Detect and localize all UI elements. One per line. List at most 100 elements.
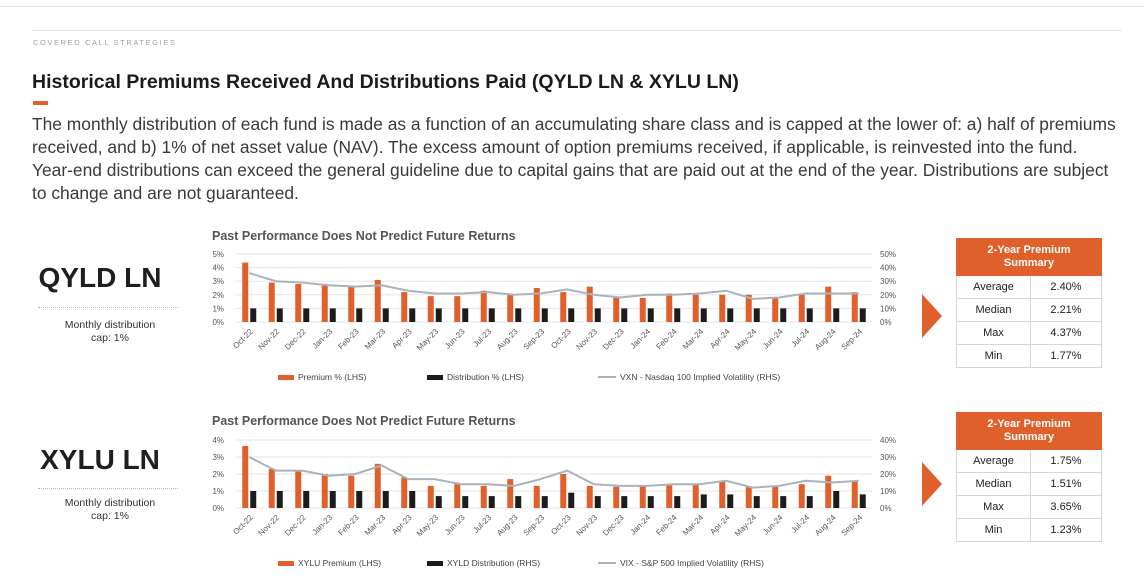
- xylu-distribution-bar: [568, 492, 575, 508]
- xylu-x-tick-label: Jan-24: [628, 513, 652, 537]
- xylu-x-tick-label: Oct-23: [549, 513, 573, 537]
- qyld-x-tick-label: Aug-24: [813, 327, 838, 352]
- qyld-premium-bar: [401, 292, 408, 322]
- xylu-right-tick-label: 30%: [880, 453, 896, 462]
- qyld-distribution-bar: [859, 308, 866, 322]
- qyld-distribution-bar: [329, 308, 336, 322]
- qyld-legend-swatch: [278, 375, 294, 380]
- xylu-left-tick-label: 1%: [212, 487, 224, 496]
- qyld-premium-bar: [639, 297, 646, 322]
- section-eyebrow: COVERED CALL STRATEGIES: [33, 38, 177, 47]
- xylu-premium-bar: [772, 485, 779, 508]
- qyld-left-tick-label: 5%: [212, 250, 224, 259]
- qyld-premium-bar: [507, 294, 514, 322]
- qyld-distribution-bar: [250, 308, 257, 322]
- qyld-x-tick-label: Mar-24: [681, 327, 706, 352]
- qyld-right-tick-label: 10%: [880, 304, 896, 313]
- xylu-x-tick-label: Feb-23: [336, 513, 361, 538]
- qyld-summary-heading: 2-Year Premium Summary: [956, 238, 1102, 276]
- xylu-x-tick-label: Dec-23: [601, 513, 626, 538]
- table-row: Max 4.37%: [956, 321, 1102, 345]
- xylu-x-tick-label: Apr-24: [708, 513, 732, 537]
- qyld-premium-chart: 0%1%2%3%4%5%0%10%20%30%40%50%Oct-22 Nov-2…: [212, 250, 896, 382]
- xylu-distribution-bar: [462, 496, 469, 508]
- table-row: Average 1.75%: [956, 449, 1102, 473]
- xylu-distribution-bar: [700, 494, 707, 508]
- summary-value: 2.21%: [1030, 298, 1102, 322]
- xylu-premium-bar: [507, 479, 514, 508]
- qyld-summary-arrow-icon: [922, 294, 942, 338]
- qyld-distribution-bar: [303, 308, 310, 322]
- xylu-x-tick-label: May-23: [415, 513, 441, 539]
- qyld-x-tick-label: Dec-23: [601, 327, 626, 352]
- xylu-premium-bar: [348, 475, 355, 508]
- xylu-distribution-bar: [806, 496, 813, 508]
- qyld-distribution-bar: [409, 308, 416, 322]
- table-row: Median 1.51%: [956, 472, 1102, 496]
- qyld-right-tick-label: 30%: [880, 277, 896, 286]
- xylu-legend-swatch: [427, 561, 443, 566]
- qyld-premium-bar: [533, 288, 540, 322]
- qyld-left-tick-label: 3%: [212, 277, 224, 286]
- summary-value: 1.75%: [1030, 449, 1102, 473]
- intro-paragraph: The monthly distribution of each fund is…: [32, 114, 1116, 203]
- xylu-summary-heading-line2: Summary: [1003, 431, 1055, 443]
- qyld-x-tick-label: Nov-22: [257, 327, 282, 352]
- xylu-right-tick-label: 10%: [880, 487, 896, 496]
- qyld-premium-bar: [321, 283, 328, 322]
- qyld-legend-swatch: [427, 375, 443, 380]
- xylu-x-tick-label: Oct-22: [231, 513, 255, 537]
- qyld-premium-bar: [772, 297, 779, 322]
- qyld-premium-bar: [374, 279, 381, 322]
- qyld-distribution-bar: [753, 308, 760, 322]
- summary-value: 4.37%: [1030, 321, 1102, 345]
- qyld-x-tick-label: Jan-24: [628, 327, 652, 351]
- summary-value: 3.65%: [1030, 495, 1102, 519]
- summary-label: Median: [956, 472, 1031, 496]
- qyld-x-tick-label: Nov-23: [575, 327, 600, 352]
- xylu-cap-line1: Monthly distribution: [64, 497, 156, 509]
- summary-label: Min: [956, 518, 1031, 542]
- xylu-distribution-bar: [647, 496, 654, 508]
- xylu-premium-bar: [480, 485, 487, 508]
- qyld-legend-label: Premium % (LHS): [298, 372, 367, 382]
- xylu-distribution-bar: [780, 496, 787, 508]
- xylu-premium-bar: [401, 477, 408, 508]
- table-row: Median 2.21%: [956, 298, 1102, 322]
- xylu-x-tick-label: Nov-23: [575, 513, 600, 538]
- xylu-left-tick-label: 2%: [212, 470, 224, 479]
- summary-label: Max: [956, 495, 1031, 519]
- xylu-premium-bar: [666, 485, 673, 508]
- qyld-right-tick-label: 20%: [880, 291, 896, 300]
- qyld-premium-bar: [268, 282, 275, 322]
- xylu-x-tick-label: Jan-23: [310, 513, 334, 537]
- qyld-premium-summary-table: 2-Year Premium Summary Average 2.40% Medi…: [956, 238, 1102, 368]
- table-row: Min 1.77%: [956, 344, 1102, 368]
- qyld-distribution-bar: [594, 308, 601, 322]
- xylu-distribution-bar: [382, 491, 389, 508]
- xylu-x-tick-label: Aug-23: [495, 513, 520, 538]
- summary-label: Median: [956, 298, 1031, 322]
- qyld-distribution-bar: [541, 308, 548, 322]
- xylu-distribution-bar: [303, 491, 310, 508]
- table-row: Max 3.65%: [956, 495, 1102, 519]
- qyld-left-tick-label: 1%: [212, 304, 224, 313]
- summary-value: 1.23%: [1030, 518, 1102, 542]
- qyld-x-tick-label: Jul-24: [789, 327, 811, 349]
- qyld-distribution-bar: [356, 308, 363, 322]
- xylu-distribution-bar: [594, 496, 601, 508]
- xylu-distribution-bar: [329, 491, 336, 508]
- xylu-distribution-bar: [621, 496, 628, 508]
- qyld-x-tick-label: Dec-22: [283, 327, 308, 352]
- xylu-x-tick-label: Jul-24: [789, 513, 811, 535]
- qyld-chart-title: Past Performance Does Not Predict Future…: [212, 229, 516, 243]
- qyld-left-tick-label: 0%: [212, 318, 224, 327]
- qyld-left-tick-label: 4%: [212, 264, 224, 273]
- xylu-premium-bar: [268, 468, 275, 508]
- xylu-premium-bar: [825, 475, 832, 508]
- xylu-distribution-bar: [674, 496, 681, 508]
- qyld-premium-bar: [454, 296, 461, 322]
- header-rule: [32, 30, 1122, 31]
- qyld-distribution-bar: [488, 308, 495, 322]
- xylu-x-tick-label: Feb-24: [654, 513, 679, 538]
